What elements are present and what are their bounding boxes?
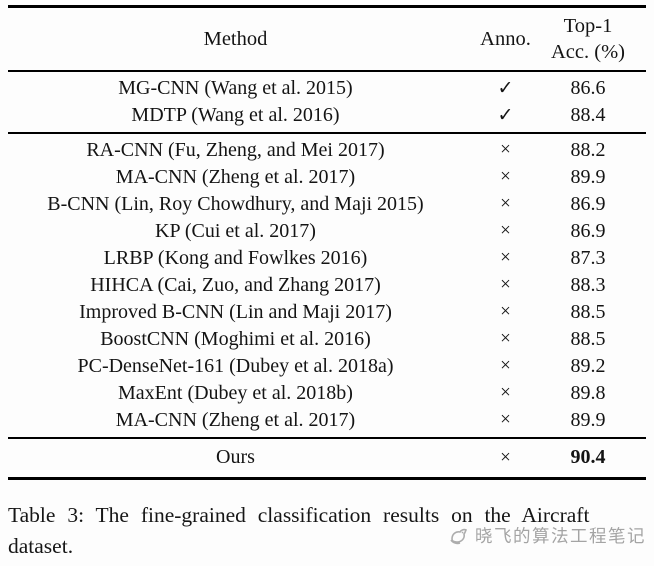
table-header-row: Method Anno. Top-1 Acc. (%) xyxy=(8,8,646,70)
header-separator-rule xyxy=(8,70,646,72)
header-method: Method xyxy=(203,27,268,50)
table-row: MG-CNN (Wang et al. 2015) ✓ 86.6 xyxy=(8,75,646,102)
cross-icon: × xyxy=(500,328,511,349)
unannotated-methods-group: RA-CNN (Fu, Zheng, and Mei 2017) × 88.2 … xyxy=(8,134,646,437)
annotated-methods-group: MG-CNN (Wang et al. 2015) ✓ 86.6 MDTP (W… xyxy=(8,72,646,132)
method-name: Improved B-CNN (Lin and Maji 2017) xyxy=(79,300,392,323)
group-separator-rule xyxy=(8,132,646,134)
cross-icon: × xyxy=(500,355,511,376)
accuracy-value: 86.9 xyxy=(570,192,606,215)
header-acc-line2: Acc. (%) xyxy=(551,41,625,63)
method-name: MDTP (Wang et al. 2016) xyxy=(131,104,340,126)
check-icon: ✓ xyxy=(497,78,514,99)
method-name: RA-CNN (Fu, Zheng, and Mei 2017) xyxy=(86,138,385,161)
method-name: MG-CNN (Wang et al. 2015) xyxy=(118,77,353,99)
cross-icon: × xyxy=(500,274,511,295)
table-row: PC-DenseNet-161 (Dubey et al. 2018a) × 8… xyxy=(8,353,646,380)
cross-icon: × xyxy=(500,193,511,214)
table-row: KP (Cui et al. 2017) × 86.9 xyxy=(8,218,646,245)
table-caption: Table 3: The fine-grained classification… xyxy=(8,500,645,562)
ours-separator-rule xyxy=(8,436,646,439)
cross-icon: × xyxy=(500,139,511,160)
table-row: MDTP (Wang et al. 2016) ✓ 88.4 xyxy=(8,102,646,129)
accuracy-value: 90.4 xyxy=(570,446,606,468)
cross-icon: × xyxy=(500,446,511,468)
method-name: HIHCA (Cai, Zuo, and Zhang 2017) xyxy=(90,273,381,296)
accuracy-value: 86.9 xyxy=(570,219,606,242)
accuracy-value: 87.3 xyxy=(570,246,606,269)
table-row: MA-CNN (Zheng et al. 2017) × 89.9 xyxy=(8,164,646,191)
method-name: MaxEnt (Dubey et al. 2018b) xyxy=(118,381,353,404)
method-name: PC-DenseNet-161 (Dubey et al. 2018a) xyxy=(77,354,394,377)
accuracy-value: 89.8 xyxy=(570,381,606,404)
table-row: B-CNN (Lin, Roy Chowdhury, and Maji 2015… xyxy=(8,191,646,218)
cross-icon: × xyxy=(500,220,511,241)
table-row: Improved B-CNN (Lin and Maji 2017) × 88.… xyxy=(8,299,646,326)
table-row: RA-CNN (Fu, Zheng, and Mei 2017) × 88.2 xyxy=(8,137,646,164)
method-name: MA-CNN (Zheng et al. 2017) xyxy=(115,408,356,431)
table-row: LRBP (Kong and Fowlkes 2016) × 87.3 xyxy=(8,245,646,272)
header-acc-line1: Top-1 xyxy=(563,15,613,37)
accuracy-value: 88.5 xyxy=(570,327,606,350)
method-name: LRBP (Kong and Fowlkes 2016) xyxy=(103,246,368,269)
accuracy-value: 88.3 xyxy=(570,273,606,296)
cross-icon: × xyxy=(500,409,511,430)
caption-line-1: Table 3: The fine-grained classification… xyxy=(8,503,590,527)
method-name: B-CNN (Lin, Roy Chowdhury, and Maji 2015… xyxy=(47,192,424,215)
table-row: MA-CNN (Zheng et al. 2017) × 89.9 xyxy=(8,407,646,434)
cross-icon: × xyxy=(500,382,511,403)
accuracy-value: 88.4 xyxy=(570,104,606,126)
cross-icon: × xyxy=(500,301,511,322)
cross-icon: × xyxy=(500,247,511,268)
check-icon: ✓ xyxy=(497,105,514,126)
table-row: MaxEnt (Dubey et al. 2018b) × 89.8 xyxy=(8,380,646,407)
accuracy-value: 88.2 xyxy=(570,138,606,161)
accuracy-value: 88.5 xyxy=(570,300,606,323)
accuracy-value: 89.2 xyxy=(570,354,606,377)
table-top-rule xyxy=(8,5,646,8)
cross-icon: × xyxy=(500,166,511,187)
table-row: BoostCNN (Moghimi et al. 2016) × 88.5 xyxy=(8,326,646,353)
results-table: Method Anno. Top-1 Acc. (%) MG-CNN (Wang… xyxy=(8,0,646,480)
caption-line-2: dataset. xyxy=(8,534,74,558)
accuracy-value: 86.6 xyxy=(570,77,606,99)
method-name: MA-CNN (Zheng et al. 2017) xyxy=(115,165,356,188)
method-name: Ours xyxy=(216,446,255,468)
ours-row: Ours × 90.4 xyxy=(8,439,646,477)
header-top1-acc: Top-1 Acc. (%) xyxy=(548,13,646,65)
table-bottom-rule xyxy=(8,476,646,480)
header-anno: Anno. xyxy=(480,27,531,50)
accuracy-value: 89.9 xyxy=(570,165,606,188)
table-row: HIHCA (Cai, Zuo, and Zhang 2017) × 88.3 xyxy=(8,272,646,299)
method-name: BoostCNN (Moghimi et al. 2016) xyxy=(100,327,371,350)
method-name: KP (Cui et al. 2017) xyxy=(155,219,316,242)
accuracy-value: 89.9 xyxy=(570,408,606,431)
